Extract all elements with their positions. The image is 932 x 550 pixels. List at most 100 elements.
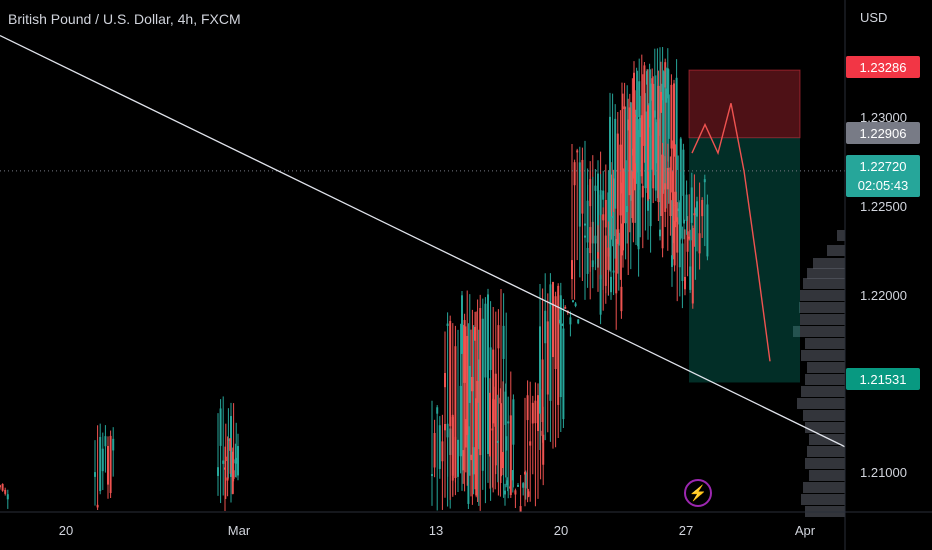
candle-body bbox=[612, 270, 615, 273]
candle-body bbox=[499, 397, 502, 404]
candle-body bbox=[554, 296, 557, 370]
volume-profile-bar bbox=[800, 314, 845, 325]
candle-body bbox=[647, 105, 649, 200]
candle-body bbox=[549, 284, 552, 401]
candle-body bbox=[101, 448, 104, 472]
candle-body bbox=[673, 83, 675, 157]
candle-body bbox=[524, 472, 527, 489]
candle-body bbox=[621, 182, 623, 194]
candle-body bbox=[586, 247, 589, 274]
volume-profile-bar bbox=[813, 258, 845, 269]
candle-body bbox=[620, 286, 623, 312]
candle-body bbox=[231, 451, 234, 494]
candle-body bbox=[577, 319, 580, 324]
volume-profile-bar bbox=[801, 494, 845, 505]
candle-body bbox=[222, 460, 225, 464]
candle-body bbox=[509, 415, 512, 496]
candle-body bbox=[604, 199, 607, 228]
volume-profile-bar bbox=[827, 245, 845, 256]
candle-body bbox=[492, 349, 495, 424]
candle-body bbox=[441, 441, 444, 462]
candle-body bbox=[678, 202, 681, 268]
candle-body bbox=[670, 84, 673, 149]
candle-body bbox=[574, 303, 577, 306]
candle-body bbox=[677, 208, 680, 212]
candle-body bbox=[688, 236, 691, 239]
candle-body bbox=[569, 317, 572, 325]
candle-body bbox=[107, 445, 109, 485]
candle-body bbox=[559, 319, 561, 324]
candle-body bbox=[659, 118, 661, 136]
stop-loss-zone[interactable] bbox=[688, 69, 801, 139]
candle-body bbox=[529, 441, 532, 446]
currency-label[interactable]: USD bbox=[860, 10, 888, 25]
lightning-bolt-icon[interactable]: ⚡ bbox=[684, 479, 712, 507]
volume-profile-bar bbox=[837, 230, 845, 241]
price-tick: 1.22000 bbox=[860, 288, 907, 303]
candle-body bbox=[664, 62, 667, 88]
volume-profile-bar bbox=[800, 290, 845, 301]
volume-profile-bar bbox=[805, 374, 845, 385]
candle-body bbox=[703, 179, 706, 183]
candle-body bbox=[685, 194, 688, 222]
time-tick: 13 bbox=[428, 523, 444, 538]
candle-body bbox=[99, 436, 102, 492]
candle-body bbox=[641, 185, 644, 198]
candle-body bbox=[0, 485, 1, 488]
volume-profile-bar bbox=[805, 458, 845, 469]
candle-body bbox=[679, 138, 682, 239]
candle-body bbox=[457, 439, 459, 477]
candle-body bbox=[622, 168, 624, 251]
candle-body bbox=[653, 110, 656, 118]
candle-body bbox=[474, 326, 476, 341]
candle-body bbox=[476, 380, 479, 403]
price-tick: 1.22500 bbox=[860, 199, 907, 214]
candle-body bbox=[507, 421, 510, 424]
candle-body bbox=[217, 467, 219, 476]
candle-body bbox=[438, 425, 441, 469]
candle-body bbox=[531, 402, 534, 424]
entry-price-label: 1.22906 bbox=[846, 122, 920, 144]
chart-pane[interactable] bbox=[0, 0, 845, 512]
candle-body bbox=[644, 111, 647, 189]
volume-profile-bar bbox=[807, 446, 845, 457]
stop-loss-price-label: 1.23286 bbox=[846, 56, 920, 78]
candle-body bbox=[643, 65, 646, 146]
candle-body bbox=[564, 306, 567, 309]
candle-body bbox=[589, 227, 592, 254]
candle-body bbox=[489, 392, 491, 457]
candle-body bbox=[431, 474, 433, 477]
candle-body bbox=[219, 408, 222, 446]
candle-body bbox=[674, 191, 677, 222]
candle-body bbox=[519, 506, 522, 512]
candle-body bbox=[661, 154, 664, 249]
candle-body bbox=[669, 167, 672, 217]
projection-path[interactable] bbox=[691, 103, 771, 362]
candle-body bbox=[682, 149, 685, 196]
candle-body bbox=[502, 325, 505, 359]
candle-body bbox=[500, 403, 502, 477]
candle-body bbox=[659, 229, 661, 237]
candle-body bbox=[524, 471, 526, 475]
candle-body bbox=[689, 266, 692, 290]
candle-body bbox=[633, 72, 635, 153]
candle-body bbox=[527, 491, 530, 497]
candle-body bbox=[654, 119, 657, 191]
candle-body bbox=[604, 235, 607, 286]
candle-body bbox=[506, 480, 509, 486]
current-price-value: 1.22720 bbox=[859, 159, 907, 174]
candle-body bbox=[517, 484, 519, 487]
candle-body bbox=[539, 326, 541, 414]
candle-body bbox=[461, 295, 463, 354]
candle-body bbox=[502, 452, 504, 469]
candle-body bbox=[472, 447, 475, 475]
candle-body bbox=[234, 459, 237, 464]
candle-body bbox=[484, 303, 487, 378]
trendline[interactable] bbox=[0, 34, 846, 448]
candle-body bbox=[615, 238, 618, 294]
candle-body bbox=[666, 167, 669, 190]
time-tick: 20 bbox=[553, 523, 569, 538]
candle-body bbox=[640, 115, 643, 177]
candle-body bbox=[609, 116, 611, 236]
